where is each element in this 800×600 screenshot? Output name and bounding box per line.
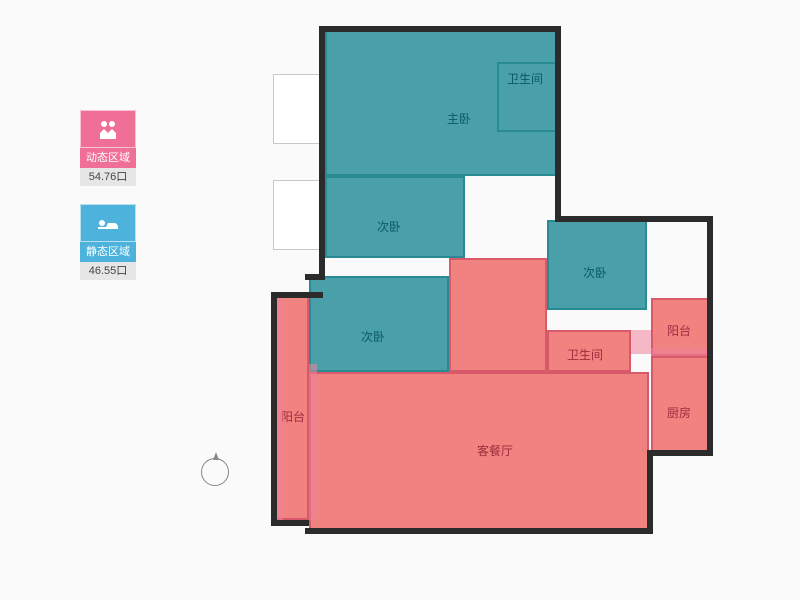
legend-static: 静态区域 46.55口	[80, 204, 156, 280]
exterior-wall	[305, 528, 653, 534]
room-bed2_right: 次卧	[547, 220, 647, 310]
exterior-wall	[271, 292, 277, 524]
legend-static-value: 46.55口	[80, 262, 136, 280]
room-label: 次卧	[361, 328, 385, 345]
legend-dynamic-value: 54.76口	[80, 168, 136, 186]
window-ledge	[273, 74, 323, 144]
exterior-wall	[707, 216, 713, 456]
exterior-wall	[323, 26, 561, 32]
legend-panel: 动态区域 54.76口 静态区域 46.55口	[80, 110, 156, 298]
legend-dynamic: 动态区域 54.76口	[80, 110, 156, 186]
room-label: 次卧	[377, 218, 401, 235]
room-bed3: 次卧	[309, 276, 449, 372]
room-kitchen: 厨房	[651, 356, 709, 452]
people-icon	[80, 110, 136, 148]
room-label: 阳台	[281, 408, 305, 425]
exterior-wall	[555, 26, 561, 222]
window-ledge	[273, 180, 323, 250]
exterior-wall	[647, 450, 713, 456]
balcony-rail	[651, 348, 709, 356]
sleep-icon	[80, 204, 136, 242]
room-living: 客餐厅	[309, 372, 649, 530]
exterior-wall	[305, 274, 325, 280]
room-living_notch	[449, 258, 547, 372]
room-label: 阳台	[667, 322, 691, 339]
room-label: 次卧	[583, 264, 607, 281]
legend-static-label: 静态区域	[80, 242, 136, 262]
room-bed2_left: 次卧	[325, 176, 465, 258]
balcony-rail	[631, 330, 651, 354]
exterior-wall	[319, 26, 325, 276]
compass-icon	[198, 452, 232, 486]
legend-dynamic-label: 动态区域	[80, 148, 136, 168]
room-label: 主卧	[447, 110, 471, 127]
room-bath_upper: 卫生间	[497, 62, 557, 132]
exterior-wall	[555, 216, 713, 222]
room-label: 卫生间	[507, 70, 543, 87]
floor-plan: 主卧卫生间次卧次卧次卧客餐厅阳台卫生间阳台厨房	[275, 30, 745, 560]
room-label: 厨房	[667, 404, 691, 421]
room-label: 客餐厅	[477, 442, 513, 459]
exterior-wall	[271, 292, 323, 298]
room-bath_lower: 卫生间	[547, 330, 631, 372]
exterior-wall	[647, 450, 653, 532]
exterior-wall	[271, 520, 309, 526]
room-label: 卫生间	[567, 346, 603, 363]
balcony-rail	[309, 364, 317, 520]
